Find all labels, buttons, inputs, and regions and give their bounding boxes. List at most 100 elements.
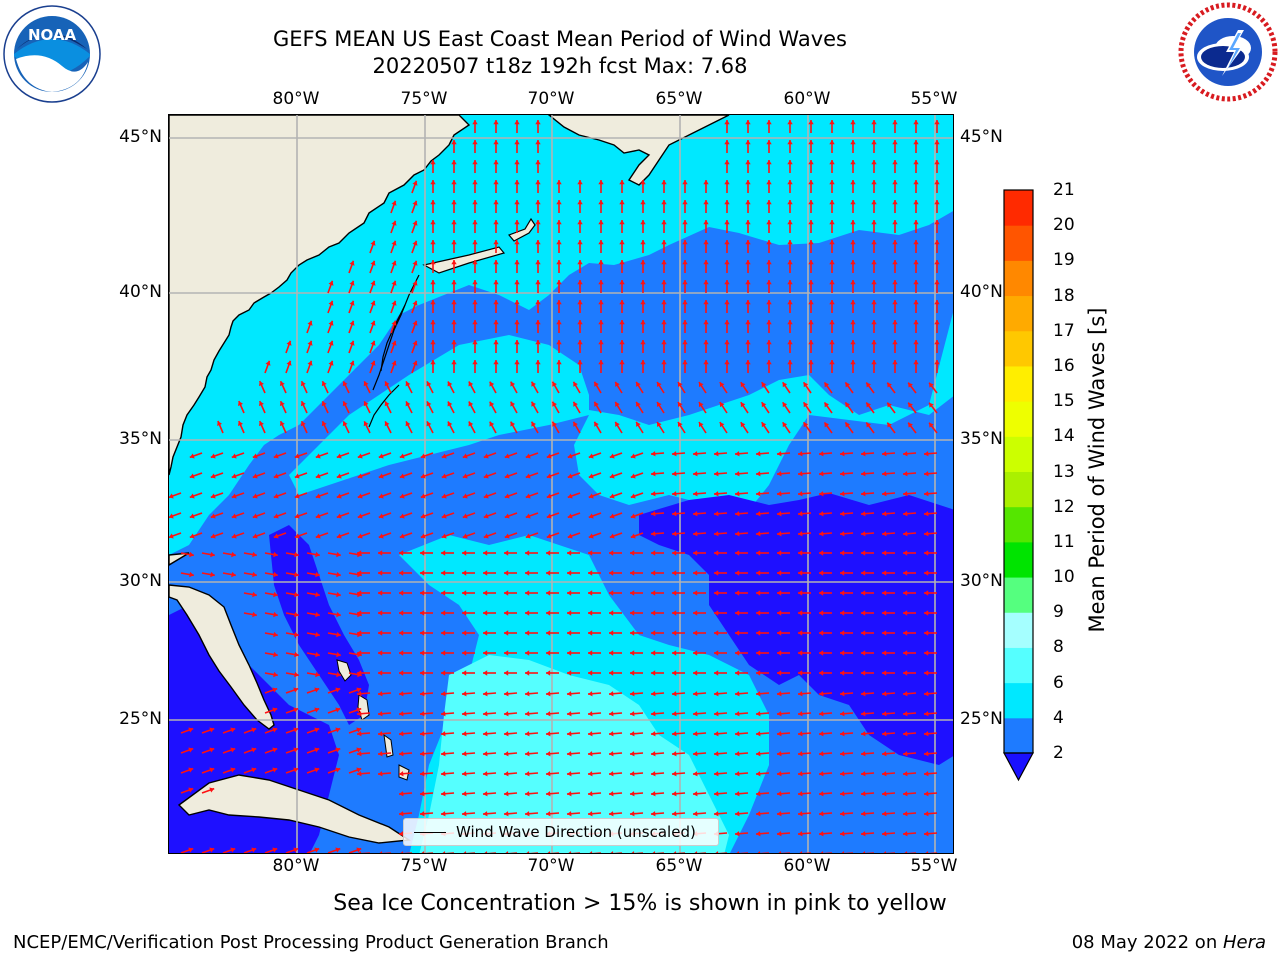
wind-wave-arrowhead [672,791,677,797]
wind-wave-arrowhead [504,533,510,539]
lon-label-bottom: 60°W [783,856,831,876]
wind-wave-arrowhead [840,471,845,477]
wind-wave-arrowhead [714,630,719,636]
wind-wave-arrowhead [871,140,877,145]
wind-wave-arrow [444,852,454,853]
wind-wave-arrowhead [378,711,383,717]
land-region [383,733,394,758]
wind-wave-arrowhead [892,340,898,345]
wind-wave-arrowhead [694,851,698,853]
wind-wave-arrowhead [798,570,803,576]
wind-wave-arrowhead [577,280,583,285]
wind-wave-arrowhead [850,200,856,205]
wind-wave-arrowhead [356,727,362,733]
wind-wave-arrowhead [756,570,761,576]
wind-wave-arrowhead [766,220,772,225]
wind-wave-arrowhead [693,511,698,517]
wind-wave-arrowhead [840,570,845,576]
wind-wave-arrowhead [824,382,830,388]
wind-wave-arrowhead [209,747,215,753]
colorbar-tick-label: 8 [1053,637,1064,658]
wind-wave-arrowhead [189,473,195,479]
wind-wave-arrowhead [651,590,656,596]
wind-wave-arrowhead [231,473,237,479]
wind-wave-arrowhead [420,570,425,576]
wind-wave-arrowhead [430,260,436,265]
wind-wave-arrowhead [441,791,446,797]
wind-wave-arrowhead [294,631,299,638]
wind-wave-arrowhead [661,340,667,345]
colorbar-segment [1004,225,1033,261]
wind-wave-arrowhead [210,571,215,578]
wind-wave-arrowhead [903,511,908,517]
wind-wave-arrowhead [231,551,236,558]
wind-wave-arrowhead [798,550,803,556]
wind-wave-arrowhead [399,650,404,656]
land-region [547,115,730,186]
wind-wave-arrowhead [307,320,313,326]
colorbar-segment [1004,541,1033,578]
wind-wave-arrowhead [420,453,426,459]
wind-wave-arrowhead [829,220,835,225]
wind-wave-arrowhead [882,751,887,757]
wind-wave-arrowhead [609,751,614,757]
wind-wave-arrowhead [349,340,355,346]
wind-wave-arrowhead [259,401,264,407]
wind-wave-arrowhead [903,791,908,797]
wind-wave-arrowhead [567,513,573,519]
wind-wave-arrowhead [535,180,541,185]
wind-wave-arrowhead [546,550,551,556]
wind-wave-arrowhead [693,670,698,676]
wind-wave-arrowhead [699,402,704,408]
wind-wave-arrowhead [782,422,788,428]
wind-wave-arrowhead [756,670,761,676]
wind-wave-arrowhead [819,610,824,616]
chart-title: GEFS MEAN US East Coast Mean Period of W… [273,27,847,51]
wind-wave-arrowhead [577,200,583,205]
wind-wave-arrowhead [871,120,877,125]
wind-wave-arrowhead [315,493,321,499]
lon-label-top: 60°W [783,89,831,109]
colorbar-segment [1004,190,1033,226]
colorbar [1003,189,1035,782]
wind-wave-arrowhead [493,220,499,225]
wind-wave-arrowhead [777,590,782,596]
wind-wave-arrowhead [735,771,740,777]
wind-wave-arrowhead [315,671,320,678]
wind-wave-arrowhead [693,590,698,596]
wind-wave-arrow [864,852,874,853]
wind-wave-arrowhead [349,260,355,266]
wind-wave-arrowhead [210,513,216,519]
wind-wave-arrowhead [451,180,457,185]
wind-wave-arrowhead [399,513,405,519]
wind-wave-arrowhead [883,851,887,853]
wind-wave-arrowhead [892,180,898,185]
wind-wave-arrowhead [820,851,824,853]
wind-wave-arrowhead [493,280,499,285]
wind-wave-arrowhead [504,550,509,556]
wind-wave-arrowhead [314,707,320,713]
land-region [169,552,190,566]
wind-wave-arrowhead [651,511,656,517]
wind-wave-arrowhead [230,747,236,753]
wind-wave-arrowhead [703,320,709,325]
wind-wave-arrowhead [514,200,520,205]
wind-wave-arrowhead [510,401,516,407]
wind-wave-arrowhead [483,550,488,556]
wind-wave-arrowhead [273,591,278,598]
wind-wave-arrowhead [745,120,751,125]
wind-wave-arrowhead [924,751,929,757]
wind-wave-arrowhead [420,650,425,656]
wind-wave-arrowhead [493,120,499,125]
wind-wave-arrowhead [903,630,908,636]
wind-wave-arrowhead [525,751,530,757]
wind-wave-arrowhead [384,421,390,427]
wind-wave-arrowhead [672,590,677,596]
wind-wave-arrowhead [493,340,499,345]
wind-wave-arrowhead [756,451,761,457]
wind-wave-arrowhead [861,590,866,596]
wind-wave-arrowhead [489,421,495,427]
wind-wave-arrowhead [882,711,887,717]
wind-wave-arrowhead [756,771,761,777]
wind-wave-arrowhead [798,791,803,797]
